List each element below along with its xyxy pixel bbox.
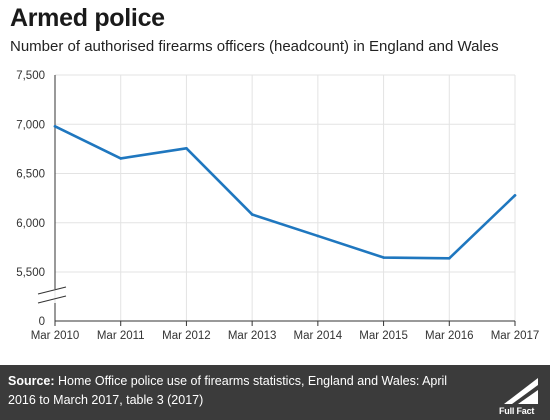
logo-arrow-icon [504, 378, 538, 404]
footer: Source: Home Office police use of firear… [0, 365, 550, 420]
x-tick-label: Mar 2017 [491, 330, 540, 342]
data-point [382, 256, 385, 259]
source-note: Source: Home Office police use of firear… [8, 372, 478, 410]
chart-subtitle: Number of authorised firearms officers (… [10, 38, 499, 55]
x-tick-label: Mar 2015 [359, 330, 408, 342]
x-tick-label: Mar 2014 [294, 330, 343, 342]
y-axis-ticks: 7,500 7,000 6,500 6,000 5,500 0 [16, 70, 45, 328]
data-series [53, 125, 517, 260]
axis-break-mark [37, 295, 67, 304]
y-tick-label: 6,000 [16, 218, 45, 230]
logo-text: Full Fact [499, 406, 535, 416]
full-fact-logo: Full Fact [498, 376, 544, 416]
y-tick-label: 0 [39, 316, 45, 328]
x-tick-label: Mar 2010 [31, 330, 80, 342]
axis-break-mark [37, 286, 67, 295]
y-tick-label: 7,000 [16, 119, 45, 131]
series-line [53, 125, 517, 260]
data-point [513, 194, 517, 197]
x-tick-label: Mar 2013 [228, 330, 277, 342]
gridlines [54, 74, 516, 321]
y-tick-label: 7,500 [16, 70, 45, 82]
data-point [447, 257, 451, 260]
x-tick-label: Mar 2016 [425, 330, 474, 342]
data-point [316, 234, 320, 238]
x-tick-label: Mar 2011 [97, 330, 145, 342]
x-axis-ticks: Mar 2010 Mar 2011 Mar 2012 Mar 2013 Mar 2014… [31, 321, 540, 342]
x-axis [37, 75, 515, 322]
y-tick-label: 6,500 [16, 169, 45, 181]
source-text: Home Office police use of firearms stati… [8, 374, 448, 407]
source-label: Source: [8, 374, 55, 388]
data-point [250, 213, 254, 216]
chart-title: Armed police [10, 4, 165, 32]
data-point [119, 157, 123, 160]
y-tick-label: 5,500 [16, 267, 45, 279]
x-tick-label: Mar 2012 [162, 330, 211, 342]
data-point [53, 125, 57, 128]
data-point [185, 146, 188, 150]
